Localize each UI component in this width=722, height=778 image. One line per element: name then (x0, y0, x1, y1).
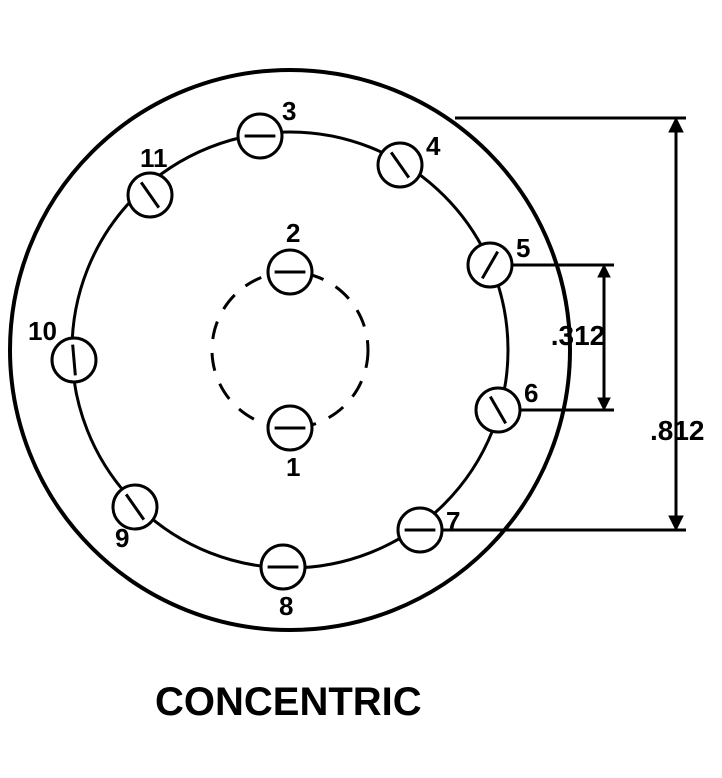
pin-6: 6 (476, 378, 538, 432)
pin-label-10: 10 (28, 316, 57, 346)
pin-label-1: 1 (286, 452, 300, 482)
pin-8: 8 (261, 545, 305, 621)
pin-label-3: 3 (282, 96, 296, 126)
pin-label-5: 5 (516, 233, 530, 263)
pin-3: 3 (238, 96, 296, 158)
pin-label-4: 4 (426, 131, 441, 161)
pin-label-6: 6 (524, 378, 538, 408)
title-text: CONCENTRIC (155, 680, 422, 724)
pin-label-8: 8 (279, 591, 293, 621)
pin-label-9: 9 (115, 523, 129, 553)
pin-label-11: 11 (140, 143, 168, 173)
dim-label-312: .312 (551, 320, 606, 351)
pin-label-2: 2 (286, 218, 300, 248)
dim-label-812: .812 (650, 415, 705, 446)
pin-10: 10 (28, 316, 96, 382)
pin-9: 9 (113, 485, 157, 553)
pin-2: 2 (268, 218, 312, 294)
pin-1: 1 (268, 406, 312, 482)
pin-11: 11 (128, 143, 172, 217)
pin-4: 4 (378, 131, 441, 187)
